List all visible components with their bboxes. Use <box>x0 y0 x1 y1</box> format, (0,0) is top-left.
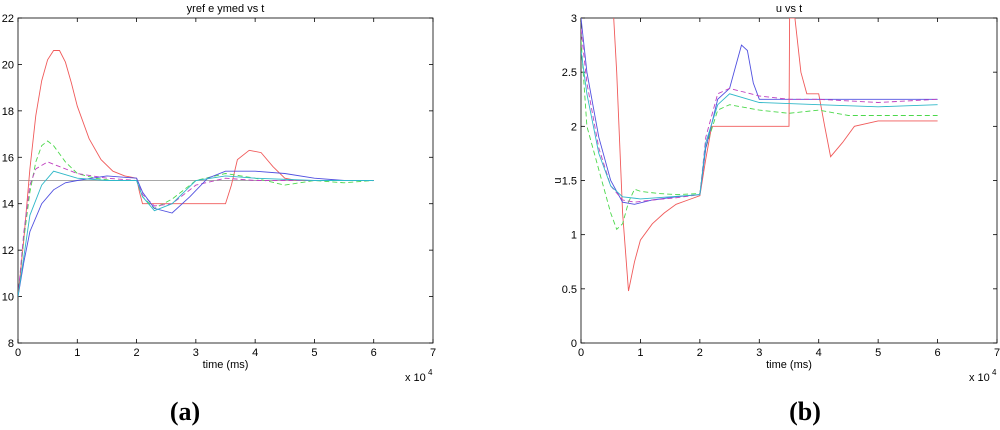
lines <box>581 18 938 292</box>
y-tick-label: 16 <box>2 152 14 164</box>
x-exponent-base: x 10 <box>405 372 426 384</box>
x-tick-label: 1 <box>637 347 643 359</box>
y-axis-label: u <box>552 177 564 183</box>
x-tick-label: 0 <box>15 347 21 359</box>
series-line <box>18 140 374 297</box>
x-axis-label: time (ms) <box>766 359 812 371</box>
x-tick-label: 4 <box>816 347 822 359</box>
x-tick-label: 5 <box>875 347 881 359</box>
chart-title: u vs t <box>776 3 802 15</box>
y-tick-label: 0 <box>571 338 577 350</box>
series-line <box>581 18 938 205</box>
lines <box>18 50 374 297</box>
x-tick-label: 7 <box>430 347 436 359</box>
x-tick-label: 2 <box>697 347 703 359</box>
y-tick-label: 10 <box>2 292 14 304</box>
y-tick-label: 14 <box>2 199 14 211</box>
y-tick-label: 2 <box>571 121 577 133</box>
x-tick-label: 1 <box>74 347 80 359</box>
caption: (a) <box>170 397 200 426</box>
series-line <box>18 170 374 297</box>
y-tick-label: 22 <box>2 13 14 25</box>
y-tick-label: 1 <box>571 230 577 242</box>
y-tick-label: 20 <box>2 59 14 71</box>
y-tick-label: 2.5 <box>562 67 577 79</box>
x-tick-label: 7 <box>994 347 1000 359</box>
x-exponent: 4 <box>428 368 433 377</box>
y-tick-label: 1.5 <box>562 176 577 188</box>
y-tick-label: 18 <box>2 106 14 118</box>
x-tick-label: 2 <box>134 347 140 359</box>
x-tick-label: 6 <box>935 347 941 359</box>
series-line <box>581 39 938 231</box>
x-axis-label: time (ms) <box>203 359 249 371</box>
y-tick-label: 8 <box>8 338 14 350</box>
series-line <box>18 170 374 297</box>
x-tick-label: 3 <box>756 347 762 359</box>
chart-title: yref e ymed vs t <box>187 3 265 15</box>
x-tick-label: 3 <box>193 347 199 359</box>
y-tick-label: 12 <box>2 245 14 257</box>
series-line <box>613 18 938 292</box>
y-tick-label: 0.5 <box>562 284 577 296</box>
x-tick-label: 0 <box>578 347 584 359</box>
x-tick-label: 6 <box>371 347 377 359</box>
x-tick-label: 4 <box>252 347 258 359</box>
x-exponent-base: x 10 <box>969 372 990 384</box>
caption: (b) <box>789 397 821 426</box>
y-tick-label: 3 <box>571 13 577 25</box>
series-line <box>581 50 938 200</box>
x-exponent: 4 <box>992 368 997 377</box>
x-tick-label: 5 <box>311 347 317 359</box>
